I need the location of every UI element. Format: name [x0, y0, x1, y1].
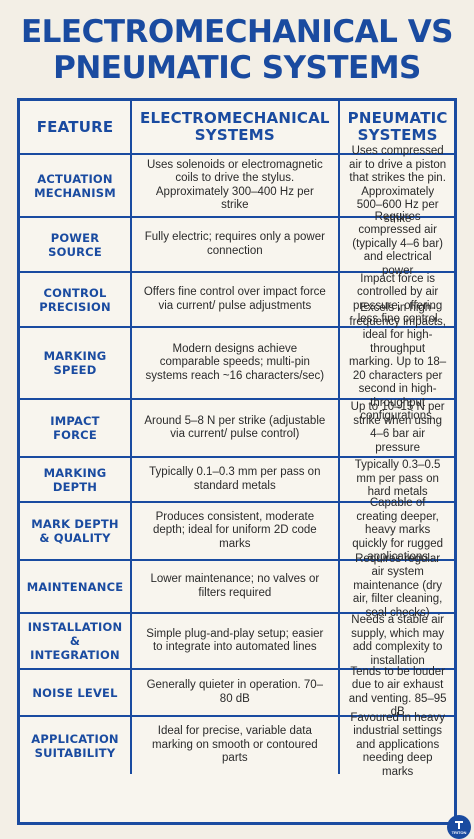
header-feature: FEATURE — [20, 101, 132, 155]
feature-cell: NOISE LEVEL — [20, 670, 132, 717]
electromechanical-cell: Simple plug-and-play setup; easier to in… — [132, 614, 340, 670]
pneumatic-cell: Tends to be louder due to air exhaust an… — [339, 666, 456, 718]
electromechanical-cell: Modern designs achieve comparable speeds… — [132, 328, 340, 400]
header-feature-label: FEATURE — [36, 117, 114, 136]
header-electromechanical: ELECTROMECHANICAL SYSTEMS — [132, 101, 340, 155]
electromechanical-cell: Typically 0.1–0.3 mm per pass on standar… — [132, 458, 340, 503]
feature-label: POWER SOURCE — [48, 230, 102, 259]
feature-label: PRECISION — [39, 299, 111, 314]
feature-label: SUITABILITY — [34, 745, 116, 760]
electromechanical-cell: Uses solenoids or electromagnetic coils … — [132, 155, 340, 218]
triton-logo: TRITON — [447, 815, 471, 839]
feature-label: MAINTENANCE — [26, 579, 124, 594]
comparison-grid: FEATURE ELECTROMECHANICAL SYSTEMS PNEUMA… — [20, 101, 456, 822]
electromechanical-cell: Generally quieter in operation. 70–80 dB — [132, 670, 340, 717]
header-electro-line-2: SYSTEMS — [194, 126, 275, 144]
pneumatic-cell: Favoured in heavy industrial settings an… — [350, 711, 445, 778]
electromechanical-cell: Produces consistent, moderate depth; ide… — [132, 503, 340, 561]
feature-label: NOISE LEVEL — [32, 685, 118, 700]
feature-cell: APPLICATION SUITABILITY — [20, 717, 132, 774]
pneumatic-cell: Requires compressed air (typically 4–6 b… — [339, 211, 456, 277]
feature-label: INSTALLATION & — [27, 620, 123, 648]
electromechanical-cell: Offers fine control over impact force vi… — [132, 273, 340, 328]
feature-cell: INSTALLATION & INTEGRATION — [20, 614, 132, 670]
title-line-2: PNEUMATIC SYSTEMS — [53, 50, 421, 86]
feature-cell: IMPACT FORCE — [20, 400, 132, 458]
feature-cell: MARKING SPEED — [20, 328, 132, 400]
electromechanical-cell: Fully electric; requires only a power co… — [132, 218, 340, 273]
header-pneu-line-1: PNEUMATIC — [347, 109, 448, 127]
feature-label: DEPTH — [52, 479, 98, 494]
pneumatic-cell: Impact force is controlled by air pressu… — [339, 273, 456, 328]
logo-text: TRITON — [451, 829, 467, 835]
header-pneu-line-2: SYSTEMS — [357, 126, 438, 144]
header-pneumatic: PNEUMATIC SYSTEMS — [339, 101, 456, 155]
pneumatic-cell: Requires regular air system maintenance … — [339, 553, 456, 619]
pneumatic-cell: Typically 0.3–0.5 mm per pass on hard me… — [339, 458, 456, 503]
feature-cell: MARKING DEPTH — [20, 458, 132, 503]
header-electro-line-1: ELECTROMECHANICAL — [140, 109, 330, 127]
feature-label: MARKING — [43, 349, 107, 363]
pneumatic-cell: Needs a stable air supply, which may add… — [339, 614, 456, 670]
pneumatic-cell: Uses compressed air to drive a piston th… — [339, 145, 456, 225]
feature-cell: POWER SOURCE — [20, 218, 132, 273]
comparison-table: FEATURE ELECTROMECHANICAL SYSTEMS PNEUMA… — [17, 98, 457, 825]
feature-label: SPEED — [53, 363, 97, 377]
feature-cell: CONTROL PRECISION — [20, 273, 132, 328]
electromechanical-cell: Around 5–8 N per strike (adjustable via … — [132, 400, 340, 458]
feature-label: CONTROL — [43, 285, 107, 300]
feature-label: & QUALITY — [39, 531, 111, 545]
feature-cell: MAINTENANCE — [20, 561, 132, 614]
page-title: ELECTROMECHANICAL VS PNEUMATIC SYSTEMS — [0, 14, 474, 86]
feature-label: FORCE — [53, 428, 97, 442]
pneumatic-cell: Capable of creating deeper, heavy marks … — [339, 497, 456, 563]
feature-label: ACTUATION — [37, 171, 113, 186]
feature-label: INTEGRATION — [30, 648, 120, 662]
feature-label: MARK DEPTH — [31, 517, 119, 531]
pneumatic-cell: Up to 10–15 N per strike when using 4–6 … — [339, 400, 456, 458]
title-line-1: ELECTROMECHANICAL VS — [20, 14, 454, 50]
feature-label: IMPACT — [50, 414, 100, 428]
logo-mark-icon — [455, 820, 463, 829]
feature-cell: MARK DEPTH & QUALITY — [20, 503, 132, 561]
electromechanical-cell: Lower maintenance; no valves or filters … — [132, 561, 340, 614]
pneumatic-cell: Excels in high-frequency impacts, ideal … — [339, 302, 456, 422]
electromechanical-cell: Ideal for precise, variable data marking… — [132, 717, 340, 774]
feature-cell: ACTUATION MECHANISM — [20, 155, 132, 218]
feature-label: APPLICATION — [31, 731, 119, 746]
feature-label: MECHANISM — [34, 185, 116, 200]
feature-label: MARKING — [43, 465, 107, 480]
